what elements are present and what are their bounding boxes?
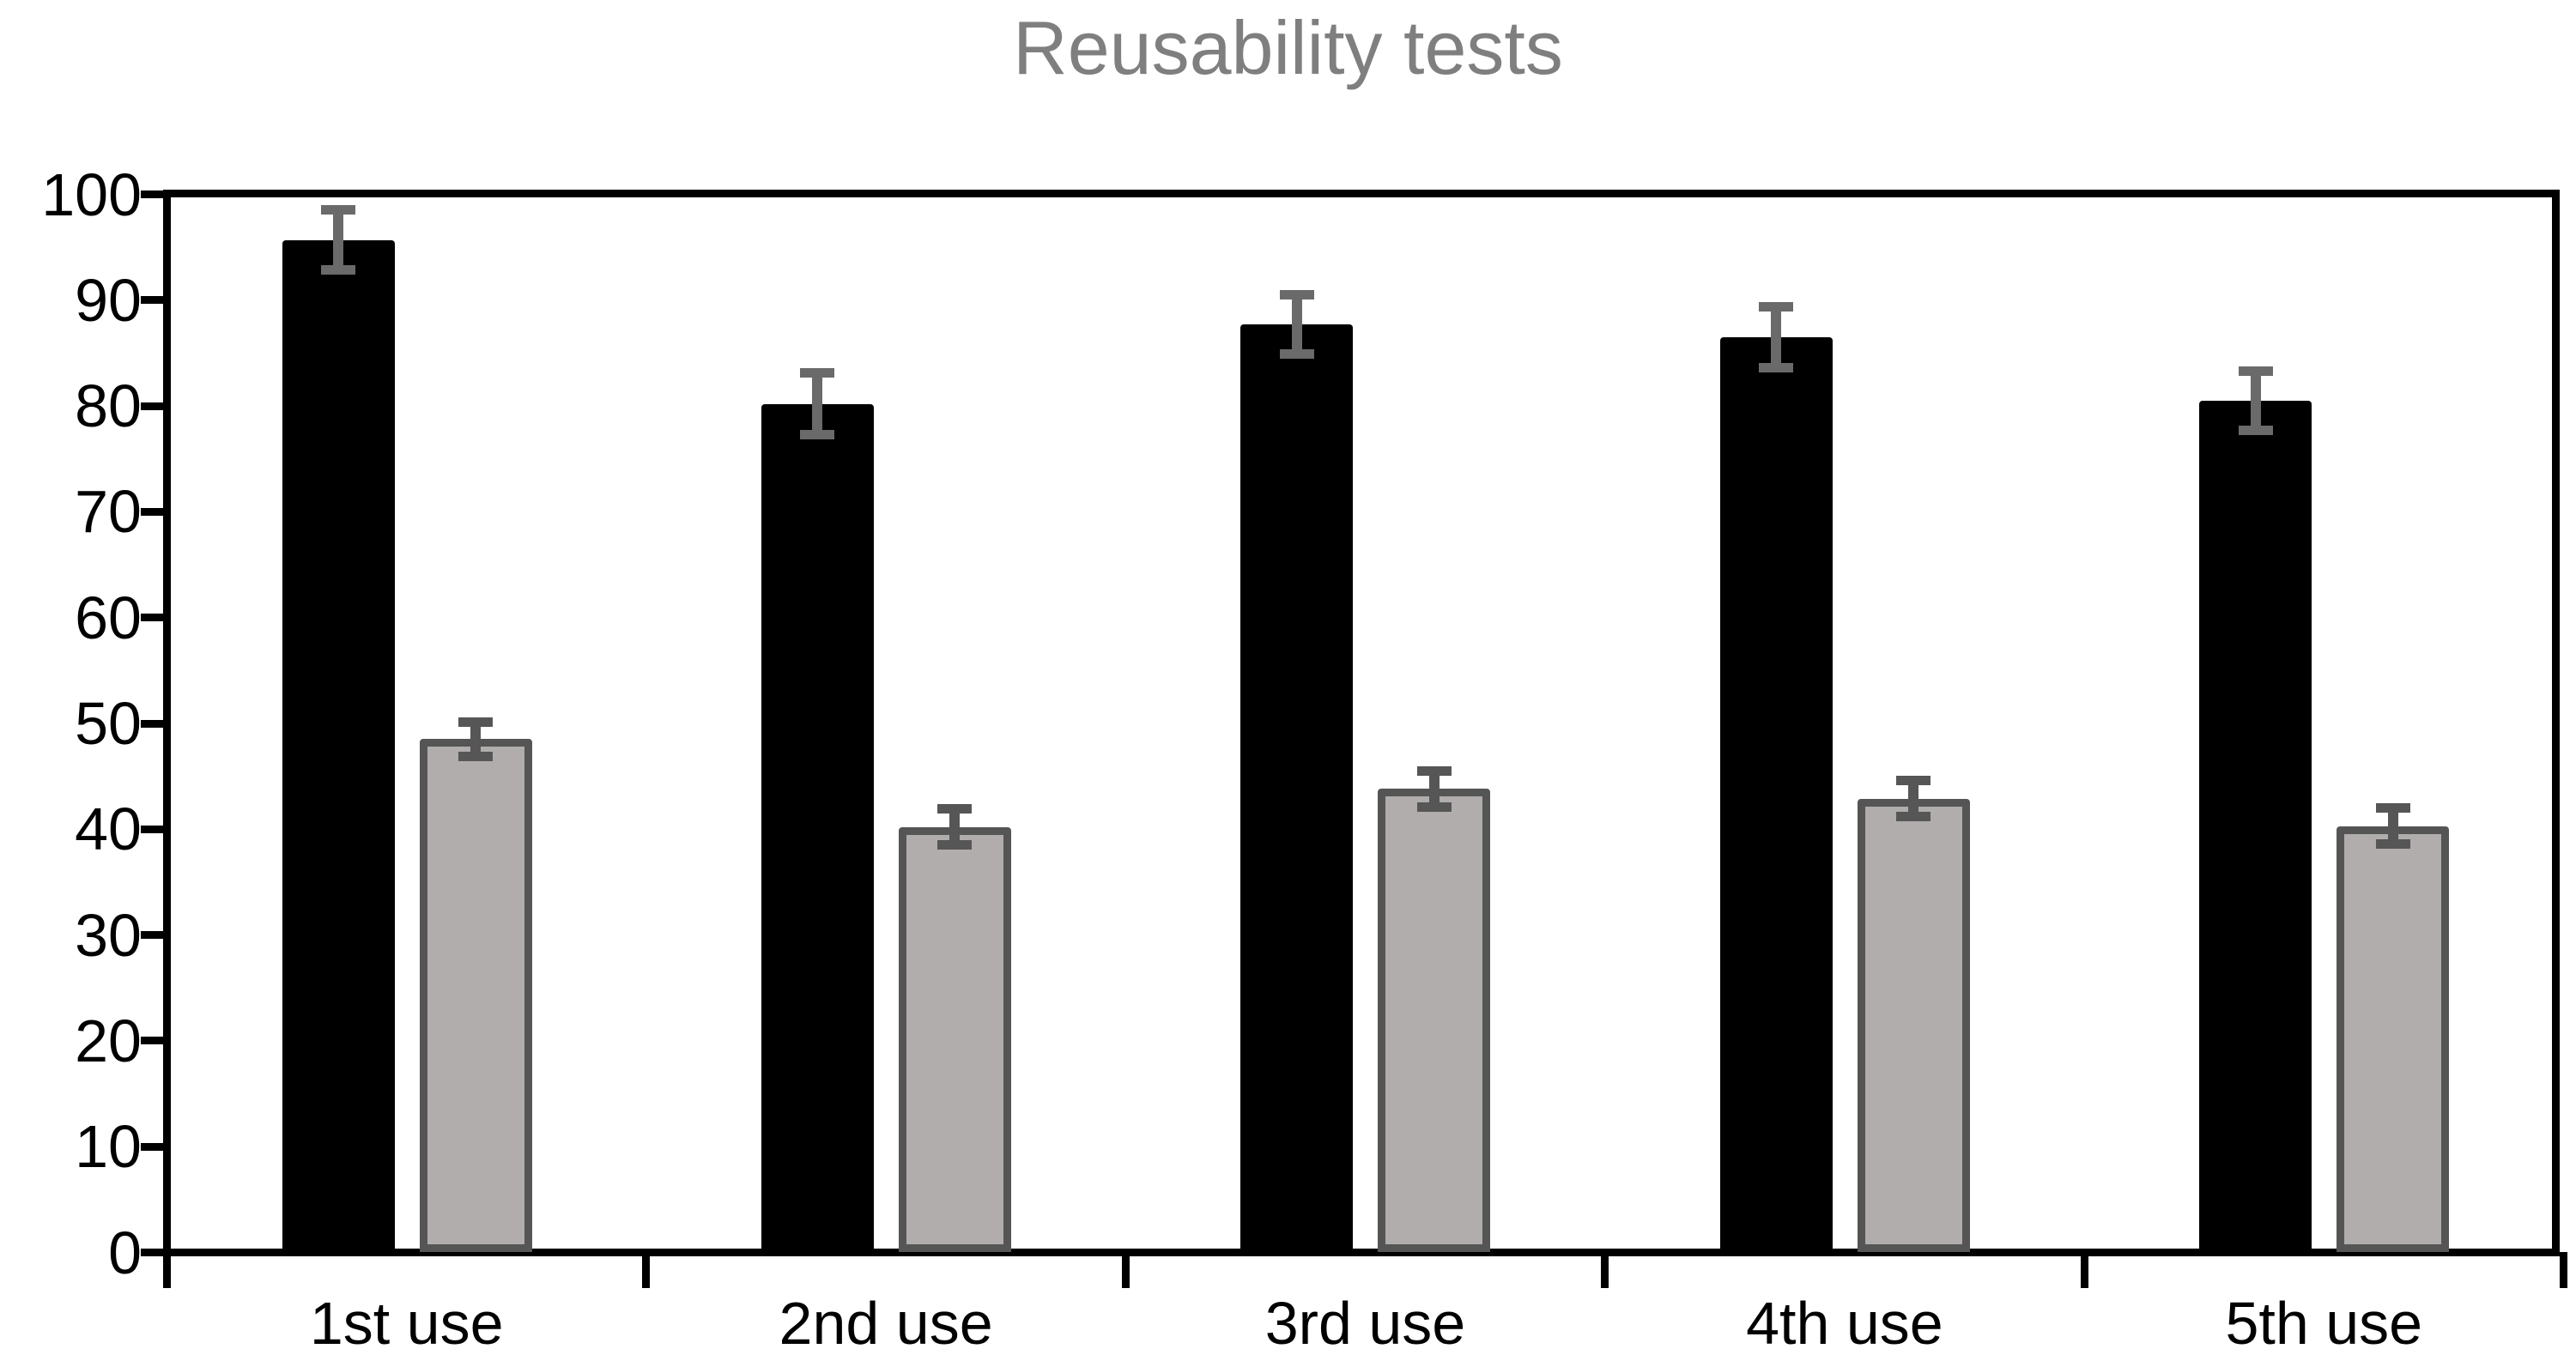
error-bar-stem: [470, 722, 481, 757]
y-axis-tick-label: 60: [75, 584, 142, 651]
error-bar-cap: [1279, 290, 1314, 300]
error-bar-cap: [458, 751, 493, 761]
y-axis-tick-mark: [141, 614, 164, 622]
bar-gray-3rd-use: [1378, 789, 1491, 1253]
error-bar-cap: [458, 717, 493, 728]
y-axis-tick-label: 40: [75, 795, 142, 863]
bar-black-3rd-use: [1240, 324, 1354, 1253]
x-axis-tick-mark: [1121, 1252, 1130, 1288]
y-axis-tick-mark: [141, 296, 164, 305]
error-bar-cap: [2238, 366, 2273, 376]
bar-gray-5th-use: [2337, 826, 2450, 1253]
y-axis-tick-label: 70: [75, 478, 142, 546]
error-bar-stem: [812, 372, 823, 435]
error-bar-cap: [2375, 839, 2410, 850]
x-axis-tick-mark: [1601, 1252, 1609, 1288]
y-axis-tick-mark: [141, 507, 164, 516]
x-category-label: 3rd use: [1264, 1290, 1466, 1355]
y-axis-tick-label: 10: [75, 1113, 142, 1181]
error-bar-stem: [949, 808, 961, 845]
x-category-label: 4th use: [1746, 1290, 1943, 1355]
y-axis-tick-mark: [141, 402, 164, 410]
x-category-label: 1st use: [309, 1290, 504, 1355]
x-category-label: 5th use: [2225, 1290, 2423, 1355]
error-bar-cap: [2375, 803, 2410, 814]
bar-black-5th-use: [2199, 400, 2312, 1253]
x-category-label: 2nd use: [779, 1290, 993, 1355]
error-bar-cap: [1416, 802, 1452, 812]
error-bar-cap: [321, 205, 355, 215]
error-bar-stem: [2387, 808, 2398, 844]
y-axis-tick-mark: [141, 719, 164, 728]
plot-area: [163, 190, 2560, 1256]
error-bar-stem: [1771, 306, 1782, 368]
error-bar-cap: [1896, 812, 1931, 821]
y-axis-tick-label: 0: [108, 1219, 142, 1286]
bar-gray-1st-use: [419, 739, 532, 1253]
x-axis-tick-mark: [163, 1252, 171, 1288]
y-axis-tick-mark: [141, 191, 164, 198]
y-axis-tick-label: 80: [75, 372, 142, 440]
chart-title: Reusability tests: [1013, 5, 1563, 90]
error-bar-cap: [1896, 776, 1931, 786]
y-axis-tick-mark: [141, 1037, 164, 1045]
error-bar-cap: [937, 804, 973, 814]
error-bar-cap: [937, 840, 973, 850]
y-axis-tick-label: 20: [75, 1007, 142, 1074]
bar-black-4th-use: [1719, 336, 1833, 1253]
error-bar-cap: [2238, 425, 2273, 435]
error-bar-stem: [1908, 780, 1919, 817]
error-bar-stem: [333, 209, 343, 270]
y-axis-tick-mark: [141, 1249, 164, 1256]
error-bar-cap: [1416, 765, 1452, 776]
y-axis-tick-label: 50: [75, 690, 142, 757]
error-bar-cap: [321, 264, 355, 275]
error-bar-cap: [1759, 301, 1794, 312]
y-axis-tick-label: 30: [75, 901, 142, 969]
error-bar-stem: [1428, 771, 1440, 808]
x-axis-tick-mark: [642, 1252, 651, 1288]
bar-gray-2nd-use: [898, 826, 1011, 1253]
x-axis-tick-mark: [2080, 1252, 2088, 1288]
y-axis-tick-mark: [141, 1142, 164, 1151]
y-axis-tick-mark: [141, 931, 164, 940]
error-bar-cap: [800, 429, 835, 439]
x-axis-tick-mark: [2560, 1252, 2567, 1288]
error-bar-cap: [800, 368, 835, 378]
error-bar-stem: [2250, 371, 2261, 431]
y-axis-tick-mark: [141, 825, 164, 833]
bar-black-1st-use: [282, 239, 395, 1253]
bar-gray-4th-use: [1857, 798, 1970, 1253]
bar-black-2nd-use: [761, 403, 874, 1253]
error-bar-stem: [1291, 294, 1302, 354]
error-bar-cap: [1759, 363, 1794, 373]
y-axis-tick-label: 90: [75, 266, 142, 334]
error-bar-cap: [1279, 349, 1314, 360]
y-axis-tick-label: 100: [41, 160, 142, 228]
